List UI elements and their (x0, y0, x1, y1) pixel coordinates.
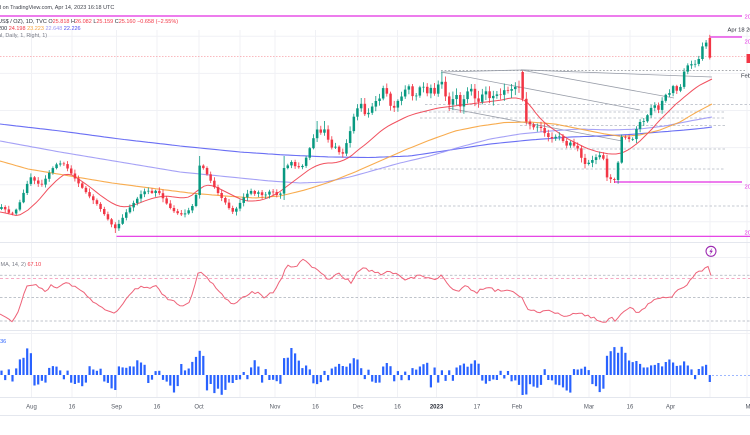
svg-text:Feb: Feb (512, 405, 523, 411)
svg-text:16: 16 (312, 405, 319, 411)
svg-text:2023: 2023 (745, 40, 750, 46)
svg-text:16: 16 (627, 405, 634, 411)
svg-text:17: 17 (474, 405, 481, 411)
svg-text:2023: 2023 (430, 405, 444, 411)
svg-text:d on TradingView.com, Apr 14,: d on TradingView.com, Apr 14, 2023 16:18… (0, 5, 114, 11)
svg-text:al, Daily, 1, Right, 1): al, Daily, 1, Right, 1) (0, 33, 47, 39)
svg-text:2023: 2023 (745, 231, 750, 237)
svg-text:Dec: Dec (353, 405, 364, 411)
svg-text:0.36: 0.36 (0, 339, 6, 345)
svg-text:16: 16 (394, 405, 401, 411)
svg-text:(RSI, MA, 14, 2) 67.10: (RSI, MA, 14, 2) 67.10 (0, 262, 41, 268)
svg-text:16: 16 (69, 405, 76, 411)
svg-text:2023: 2023 (745, 185, 750, 191)
svg-text:Mar: Mar (584, 405, 594, 411)
svg-text:2023: 2023 (745, 15, 750, 21)
svg-text:Oct: Oct (194, 405, 204, 411)
svg-text:200 24.198 23.223 22.648 22.22: 200 24.198 23.223 22.648 22.226 (0, 26, 81, 32)
svg-text:Apr: Apr (666, 405, 675, 411)
svg-text:Aug: Aug (26, 405, 37, 411)
svg-text:Apr 18 2023: Apr 18 2023 (728, 28, 750, 34)
svg-text:M: M (746, 405, 750, 411)
svg-text:Sep: Sep (111, 405, 122, 411)
svg-text:US$ / OZ), 1D, TVC O25.818 H26: US$ / OZ), 1D, TVC O25.818 H26.082 L25.1… (0, 19, 178, 25)
svg-text:Feb 2: Feb 2 (741, 74, 750, 80)
svg-text:Nov: Nov (270, 405, 281, 411)
svg-text:16: 16 (154, 405, 161, 411)
